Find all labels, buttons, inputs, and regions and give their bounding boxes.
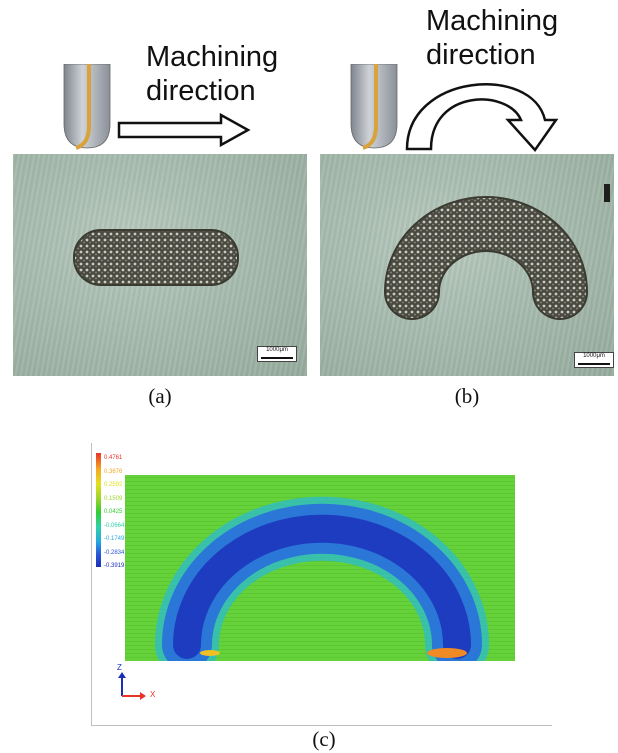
color-scale-bar [96,453,101,567]
micrograph-curved-groove: 1000μm [320,154,614,376]
tool-icon-b [349,63,399,150]
micrograph-straight-groove: 1000μm [13,154,307,376]
height-map-surface [125,475,515,677]
caption-b: (b) [454,384,480,408]
color-scale-label: -0.0664 [104,522,125,529]
direction-label-a: Machining direction [146,41,279,107]
scale-bar-b: 1000μm [574,352,614,368]
color-scale-label: -0.3919 [104,563,125,569]
tool-icon-a [62,63,112,150]
direction-label-b: Machining direction [426,5,559,71]
color-scale-label: -0.1749 [104,536,125,542]
caption-a: (a) [148,384,172,408]
axis-x-label: X [150,690,156,699]
straight-arrow-icon [117,112,251,148]
color-scale-label: 0.3676 [104,468,123,475]
axis-triad: Z X [114,663,164,702]
axis-z-label: Z [117,663,122,672]
color-scale-label: -0.2834 [104,549,125,556]
height-map-frame [91,443,552,726]
color-scale-label: 0.4761 [104,455,123,461]
color-scale-label: 0.0425 [104,509,123,515]
scale-bar-a: 1000μm [257,346,297,362]
color-scale-label: 0.1509 [104,495,123,502]
caption-c: (c) [312,727,336,751]
curved-arrow-icon [404,64,576,154]
color-scale-label: 0.2592 [104,482,123,488]
